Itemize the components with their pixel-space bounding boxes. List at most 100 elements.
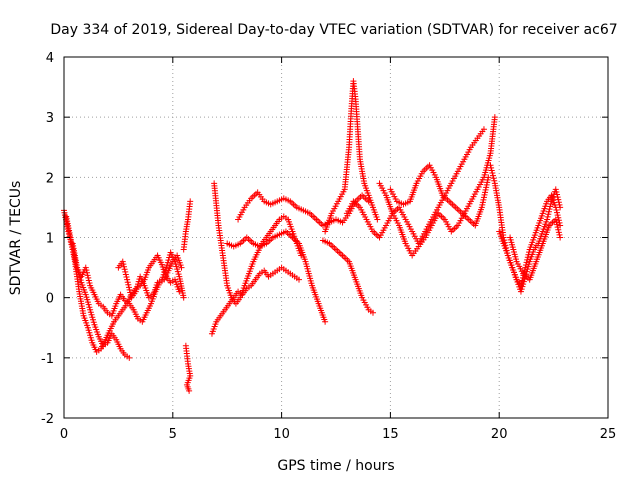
data-point	[478, 204, 485, 211]
data-point	[82, 291, 89, 298]
data-point	[171, 258, 178, 265]
data-point	[132, 288, 139, 295]
x-tick-label: 10	[273, 427, 290, 442]
chart-title: Day 334 of 2019, Sidereal Day-to-day VTE…	[50, 22, 617, 38]
data-point	[85, 327, 92, 334]
data-point	[134, 281, 141, 288]
data-point	[554, 212, 561, 219]
data-point	[88, 337, 95, 344]
data-point	[84, 272, 91, 279]
data-point	[124, 279, 131, 286]
data-point	[83, 267, 90, 274]
data-point	[491, 177, 498, 184]
data-point	[552, 216, 559, 223]
data-point	[120, 261, 127, 268]
data-point	[296, 276, 303, 283]
series-arc-7	[208, 264, 303, 337]
data-point	[554, 224, 561, 231]
data-point	[547, 203, 554, 210]
data-point	[122, 271, 129, 278]
data-point	[85, 274, 92, 281]
data-point	[121, 266, 128, 273]
data-point	[125, 284, 132, 291]
series-arc-18	[507, 216, 564, 283]
y-tick-label: 0	[46, 292, 54, 307]
x-tick-label: 5	[169, 427, 177, 442]
data-point	[556, 231, 563, 238]
data-point	[163, 262, 170, 269]
y-tick-label: -1	[41, 352, 54, 367]
data-point	[88, 311, 95, 318]
data-point	[544, 216, 551, 223]
data-point	[518, 286, 525, 293]
data-point	[483, 181, 490, 188]
data-point	[369, 309, 376, 316]
data-point	[481, 191, 488, 198]
series-arc-13	[343, 126, 487, 247]
data-point	[83, 294, 90, 301]
data-point	[86, 329, 93, 336]
data-points	[61, 78, 564, 394]
data-point	[82, 264, 89, 271]
data-point	[547, 200, 554, 207]
series-arc-2	[63, 213, 183, 355]
grid-lines	[64, 57, 608, 418]
data-point	[480, 196, 487, 203]
data-point	[553, 219, 560, 226]
y-axis-label: SDTVAR / TECUs	[8, 181, 24, 296]
data-point	[488, 164, 495, 171]
data-point	[164, 259, 171, 266]
data-point	[525, 261, 532, 268]
data-point	[175, 271, 182, 278]
data-point	[554, 194, 561, 201]
series-arc-14	[376, 114, 498, 259]
data-point	[555, 226, 562, 233]
data-point	[557, 204, 564, 211]
data-point	[479, 201, 486, 208]
series-arc-6	[180, 198, 194, 253]
data-point	[555, 229, 562, 236]
series-arc-8	[211, 180, 305, 307]
data-point	[124, 276, 131, 283]
data-point	[553, 206, 560, 213]
data-point	[134, 283, 141, 290]
data-point	[133, 286, 140, 293]
x-tick-label: 20	[491, 427, 508, 442]
y-tick-label: 4	[46, 51, 54, 66]
data-point	[123, 274, 130, 281]
x-tick-label: 0	[60, 427, 68, 442]
data-point	[174, 268, 181, 275]
x-axis-ticks: 0 5 10 15 20 25	[60, 57, 616, 442]
series-arc-17	[496, 186, 564, 295]
x-axis-label: GPS time / hours	[277, 458, 394, 474]
data-point	[176, 288, 183, 295]
series-arc-12	[319, 237, 376, 316]
data-point	[186, 387, 193, 394]
data-point	[484, 176, 491, 183]
data-point	[87, 332, 94, 339]
data-point	[520, 278, 527, 285]
data-point	[491, 114, 498, 121]
data-point	[520, 281, 527, 288]
y-tick-label: -2	[41, 412, 54, 427]
data-point	[490, 175, 497, 182]
series-arc-9	[224, 228, 329, 325]
data-point	[480, 126, 487, 133]
data-point	[86, 280, 93, 287]
data-point	[555, 196, 562, 203]
data-point	[552, 186, 559, 193]
data-point	[544, 213, 551, 220]
series-arc-4	[115, 249, 187, 301]
series-arc-15	[387, 162, 492, 229]
data-point	[126, 286, 133, 293]
data-point	[487, 162, 494, 169]
data-point	[484, 179, 491, 186]
data-point	[165, 257, 172, 264]
data-point	[119, 258, 126, 265]
data-point	[125, 281, 132, 288]
data-point	[524, 266, 531, 273]
x-tick-label: 15	[382, 427, 399, 442]
data-point	[163, 264, 170, 271]
data-point	[84, 269, 91, 276]
